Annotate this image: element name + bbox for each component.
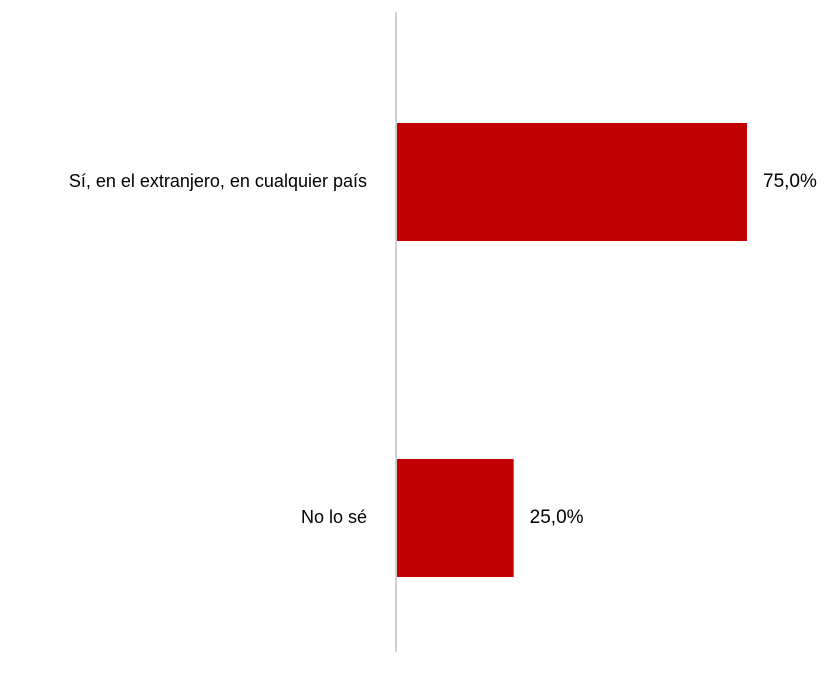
category-labels-group: Sí, en el extranjero, en cualquier país N… [69, 171, 367, 527]
data-label-1: 25,0% [530, 507, 584, 528]
category-label-1: No lo sé [301, 507, 367, 527]
bar-1 [397, 459, 514, 577]
data-labels-group: 75,0% 25,0% [530, 171, 817, 528]
bar-0 [397, 123, 747, 241]
category-label-0: Sí, en el extranjero, en cualquier país [69, 171, 367, 191]
bars-group [397, 123, 747, 577]
data-label-0: 75,0% [763, 171, 817, 192]
